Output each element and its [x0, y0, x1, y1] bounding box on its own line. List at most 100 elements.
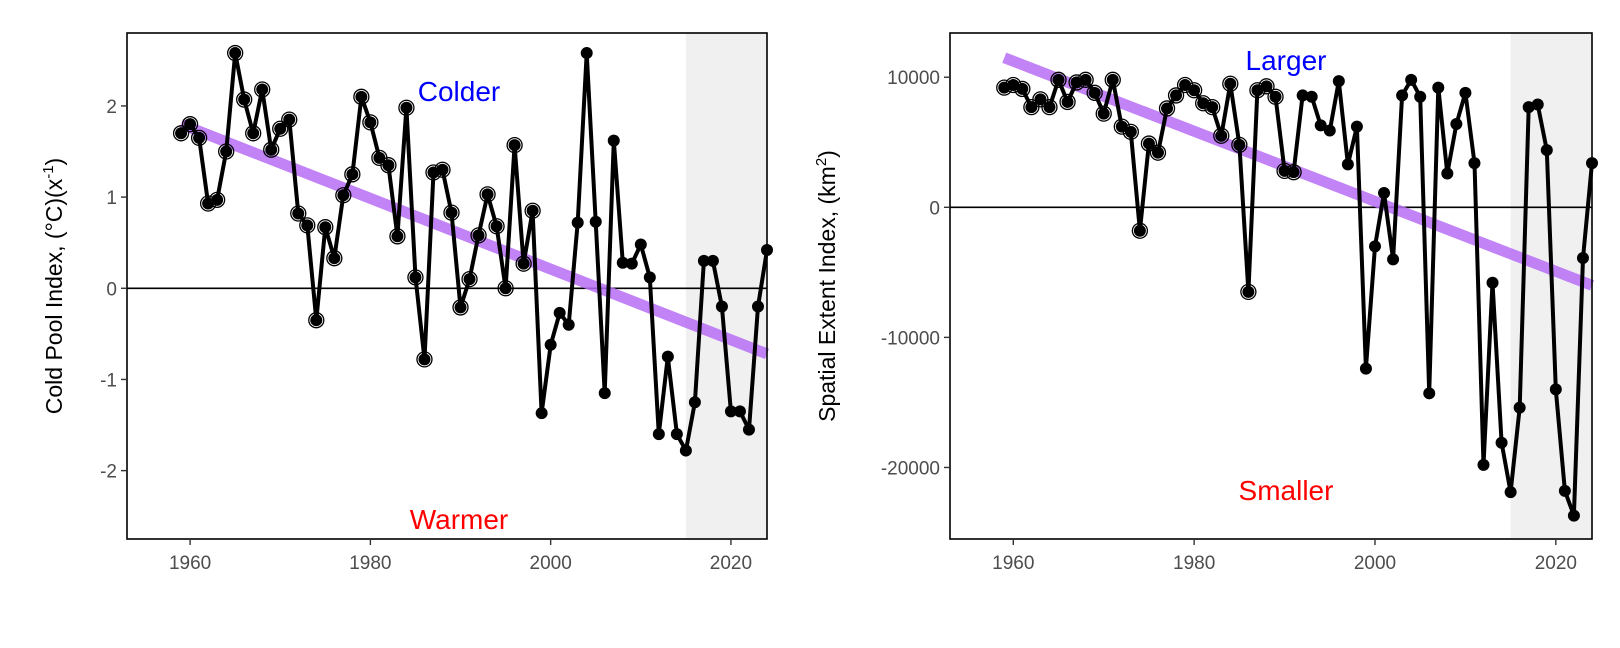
data-point: [679, 444, 692, 457]
data-point: [364, 116, 377, 129]
data-point: [607, 134, 620, 147]
y-tick-label: 1: [106, 188, 117, 209]
data-point-ring: [506, 136, 523, 154]
data-point: [292, 207, 305, 220]
data-point: [1332, 75, 1345, 88]
data-point: [1387, 253, 1400, 266]
data-point-ring: [254, 81, 271, 98]
data-point-ring: [479, 186, 496, 203]
data-point: [1052, 73, 1065, 86]
data-point: [661, 350, 674, 363]
annotation-smaller: Smaller: [1239, 475, 1334, 506]
y-axis-title-main: Cold Pool Index, (°C)(x: [41, 178, 67, 414]
data-point: [382, 159, 395, 172]
data-point: [553, 306, 566, 319]
data-point: [697, 254, 710, 267]
data-point-ring: [181, 116, 199, 133]
data-point: [202, 197, 215, 210]
data-point: [274, 122, 287, 135]
data-point-ring: [172, 125, 190, 142]
data-point: [517, 257, 530, 270]
y-axis-title-superscript: 2: [813, 158, 830, 166]
data-point: [1034, 93, 1047, 106]
data-point-ring: [190, 129, 208, 146]
data-point-ring: [344, 166, 361, 183]
data-point: [229, 47, 242, 60]
data-point: [1441, 167, 1454, 180]
data-point-ring: [208, 191, 226, 208]
data-point-ring: [1185, 82, 1203, 99]
data-point: [454, 301, 467, 314]
data-point: [1296, 89, 1309, 102]
spatial-extent-index-panel: 1960 1980 2000 2020 -20000 -10000 0 10000 Larg…: [813, 32, 1598, 574]
data-point: [652, 428, 665, 441]
data-point-ring: [1285, 164, 1302, 181]
data-point: [715, 300, 728, 313]
data-point-ring: [1050, 71, 1067, 88]
data-point-ring: [317, 219, 334, 236]
data-point: [1350, 120, 1363, 133]
data-point: [436, 163, 449, 176]
recent-years-shading: [685, 33, 767, 539]
data-point-ring: [326, 250, 343, 267]
data-point-ring: [1267, 88, 1284, 105]
data-point: [1368, 240, 1381, 253]
data-point: [481, 188, 494, 201]
data-point: [625, 257, 638, 270]
data-point-ring: [470, 227, 487, 244]
data-point-ring: [1059, 93, 1076, 111]
data-point: [1549, 383, 1562, 396]
data-point-ring: [1014, 80, 1031, 98]
data-point-ring: [218, 143, 235, 160]
data-point: [598, 387, 611, 400]
data-point: [1567, 509, 1580, 522]
data-point: [1468, 157, 1481, 170]
annotation-larger: Larger: [1246, 45, 1327, 76]
y-axis-title-end: ): [41, 158, 67, 166]
data-point-ring: [398, 99, 415, 116]
data-point: [1224, 77, 1237, 90]
data-point: [1423, 387, 1436, 400]
data-point-ring: [380, 157, 397, 174]
y-tick-label: 2: [106, 97, 117, 118]
data-point: [1106, 73, 1119, 86]
data-point: [1251, 84, 1264, 97]
data-point: [1197, 97, 1210, 110]
data-point-ring: [1240, 283, 1257, 301]
x-tick-label: 1960: [169, 553, 211, 574]
data-point: [688, 396, 701, 409]
data-point: [1513, 401, 1526, 414]
data-point: [247, 127, 260, 140]
y-tick-label: 10000: [887, 68, 940, 89]
x-axis: 1960 1980 2000 2020: [169, 539, 752, 574]
data-point: [616, 256, 629, 269]
data-point-ring: [1086, 84, 1103, 101]
plot-border: [949, 32, 1593, 540]
data-point-ring: [1077, 71, 1094, 88]
data-point: [1233, 138, 1246, 151]
annotation-warmer: Warmer: [410, 504, 509, 535]
y-axis-title: Cold Pool Index, (°C)(x-1): [40, 158, 67, 414]
data-point: [256, 83, 269, 96]
data-point: [1124, 125, 1137, 138]
data-point: [337, 189, 350, 202]
data-point: [634, 238, 647, 251]
data-point: [265, 143, 278, 156]
cold-pool-index-panel: 1960 1980 2000 2020 -2 -1 0 1 2 Colder Warmer C…: [40, 32, 773, 574]
data-point: [1314, 119, 1327, 132]
data-point: [319, 221, 332, 234]
data-point-ring: [245, 125, 262, 142]
data-point-ring: [1167, 87, 1185, 104]
data-point: [1070, 76, 1083, 89]
x-tick-label: 2000: [530, 553, 572, 574]
data-point: [1007, 79, 1020, 92]
data-point: [184, 118, 197, 131]
data-point: [1151, 146, 1164, 159]
data-point-ring: [308, 312, 325, 329]
data-point: [733, 405, 746, 418]
data-point: [1133, 224, 1146, 237]
data-point-ring: [1213, 127, 1230, 144]
data-point: [328, 252, 341, 265]
data-point-ring: [1122, 123, 1139, 141]
data-point-ring: [389, 228, 406, 245]
